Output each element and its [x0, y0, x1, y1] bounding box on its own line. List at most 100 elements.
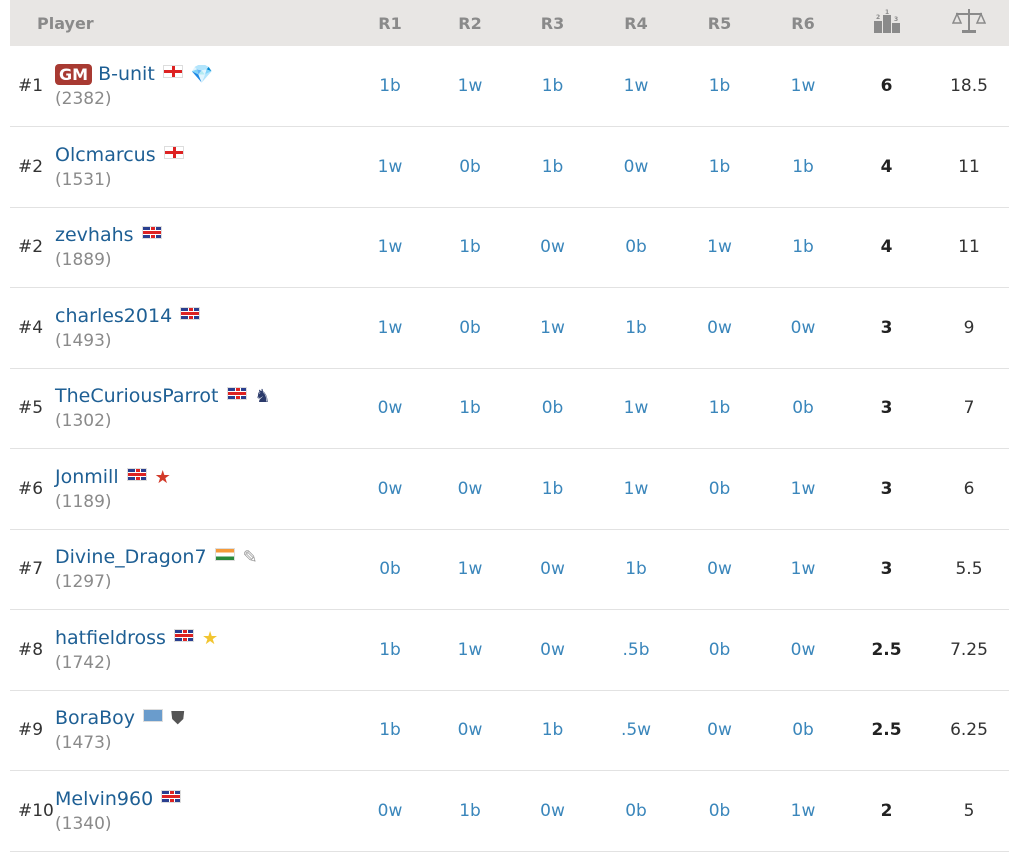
round-result-r2[interactable]: 1w — [457, 639, 483, 660]
round-result-r4[interactable]: 1b — [625, 559, 647, 580]
round-result-r3[interactable]: 0w — [540, 639, 565, 660]
round-result-r6[interactable]: 1w — [790, 800, 816, 821]
round-result-r2[interactable]: 0b — [459, 317, 481, 338]
round-result-r3[interactable]: 0w — [540, 800, 565, 821]
castle-shield-icon: ⛊ — [171, 708, 185, 730]
round-result-r6[interactable]: 0b — [792, 720, 814, 741]
round-result-r4[interactable]: 0w — [623, 156, 649, 177]
tiebreak: 7.25 — [950, 639, 988, 660]
round-result-r2[interactable]: 0b — [459, 156, 481, 177]
table-row: #9 BoraBoy ⛊ (1473) 1b 0w 1b .5w 0w 0b 2.5 6.25 — [10, 690, 1009, 771]
gb-flag-icon — [226, 387, 247, 401]
round-result-r1[interactable]: 1w — [377, 237, 403, 258]
player-name-link[interactable]: hatfieldross — [55, 626, 166, 649]
round-result-r3[interactable]: 0w — [540, 559, 565, 580]
round-result-r2[interactable]: 1b — [459, 800, 481, 821]
round-result-r5[interactable]: 0w — [707, 317, 732, 338]
round-result-r6[interactable]: 1b — [792, 156, 814, 177]
round-result-r5[interactable]: 0b — [708, 478, 731, 499]
round-result-r3[interactable]: 1b — [541, 156, 564, 177]
table-row: #2 zevhahs (1889) 1w 1b 0w 0b 1w 1b 4 11 — [10, 207, 1009, 288]
round-result-r6[interactable]: 1w — [790, 478, 816, 499]
round-result-r1[interactable]: 1b — [379, 720, 401, 741]
round-result-r2[interactable]: 1w — [457, 76, 483, 96]
round-result-r4[interactable]: 0b — [625, 237, 647, 258]
player-name-link[interactable]: charles2014 — [55, 304, 173, 327]
round-result-r4[interactable]: 1b — [625, 317, 647, 338]
round-result-r3[interactable]: 0w — [540, 237, 565, 258]
round-result-r5[interactable]: 0w — [707, 559, 732, 580]
round-result-r3[interactable]: 0b — [541, 398, 564, 419]
round-result-r5[interactable]: 0b — [708, 800, 731, 821]
player-name-link[interactable]: zevhahs — [55, 224, 134, 247]
round-result-r6[interactable]: 1w — [790, 559, 816, 580]
round-result-r2[interactable]: 0w — [457, 720, 483, 741]
player-name-link[interactable]: Divine_Dragon7 — [55, 546, 207, 569]
round-result-r1[interactable]: 1b — [379, 76, 401, 96]
player-name-link[interactable]: Melvin960 — [55, 787, 154, 810]
tiebreak: 6 — [963, 478, 975, 499]
player-name-link[interactable]: B-unit — [98, 63, 155, 85]
player-name-link[interactable]: BoraBoy — [55, 707, 136, 730]
round-result-r6[interactable]: 0w — [790, 639, 816, 660]
player-name-link[interactable]: Jonmill — [55, 465, 119, 488]
round-result-r5[interactable]: 1b — [708, 76, 731, 96]
round-result-r4[interactable]: .5w — [620, 720, 652, 741]
gb-flag-icon — [173, 628, 194, 642]
round-result-r1[interactable]: 1w — [377, 317, 403, 338]
round-result-r1[interactable]: 1b — [379, 639, 401, 660]
rank: #2 — [18, 156, 44, 177]
round-result-r1[interactable]: 0w — [377, 398, 403, 419]
round-result-r1[interactable]: 1w — [377, 156, 403, 177]
round-result-r4[interactable]: 1w — [623, 478, 649, 499]
round-result-r6[interactable]: 1b — [792, 237, 814, 258]
svg-text:1: 1 — [885, 9, 889, 16]
round-result-r6[interactable]: 0b — [792, 398, 814, 419]
round-result-r4[interactable]: .5b — [622, 639, 650, 660]
round-result-r5[interactable]: 1w — [707, 237, 732, 258]
round-result-r6[interactable]: 1w — [790, 76, 816, 96]
player-rating: (1189) — [55, 491, 112, 512]
round-result-r4[interactable]: 1w — [623, 76, 649, 96]
player-cell: TheCuriousParrot ♞ (1302) — [55, 368, 350, 449]
round-result-r3[interactable]: 1b — [541, 478, 564, 499]
round-result-r5[interactable]: 1b — [708, 156, 731, 177]
rank: #1 — [18, 76, 44, 96]
gb-flag-icon — [161, 789, 182, 803]
round-result-r6[interactable]: 0w — [790, 317, 816, 338]
tiebreak: 11 — [958, 237, 980, 258]
player-rating: (1302) — [55, 411, 112, 432]
round-result-r3[interactable]: 1b — [541, 720, 564, 741]
header-r6: R6 — [791, 13, 815, 33]
gb-flag-icon — [180, 306, 201, 320]
round-result-r4[interactable]: 1w — [623, 398, 649, 419]
round-result-r1[interactable]: 0w — [377, 800, 403, 821]
header-r5: R5 — [707, 13, 732, 33]
round-result-r2[interactable]: 1w — [457, 559, 483, 580]
world-flag-icon — [143, 709, 164, 723]
title-badge: GM — [55, 64, 93, 85]
header-tiebreak[interactable] — [929, 0, 1009, 46]
round-result-r1[interactable]: 0b — [379, 559, 401, 580]
round-result-r2[interactable]: 0w — [457, 478, 483, 499]
round-result-r5[interactable]: 0b — [708, 639, 731, 660]
round-result-r3[interactable]: 1b — [541, 76, 564, 96]
player-name-link[interactable]: Olcmarcus — [55, 143, 156, 166]
header-player[interactable]: Player — [37, 13, 94, 33]
player-name-link[interactable]: TheCuriousParrot — [55, 385, 219, 408]
round-result-r5[interactable]: 1b — [708, 398, 731, 419]
player-rating: (1340) — [55, 813, 112, 834]
player-rating: (1889) — [55, 250, 112, 271]
gold-star-icon: ★ — [201, 627, 219, 649]
rank: #8 — [18, 639, 44, 660]
round-result-r2[interactable]: 1b — [459, 398, 481, 419]
player-cell: BoraBoy ⛊ (1473) — [55, 690, 350, 771]
round-result-r2[interactable]: 1b — [459, 237, 481, 258]
round-result-r5[interactable]: 0w — [707, 720, 732, 741]
round-result-r1[interactable]: 0w — [377, 478, 403, 499]
diamond-icon: 💎 — [190, 64, 214, 85]
round-result-r3[interactable]: 1w — [540, 317, 565, 338]
tiebreak: 5 — [963, 800, 975, 821]
round-result-r4[interactable]: 0b — [625, 800, 647, 821]
